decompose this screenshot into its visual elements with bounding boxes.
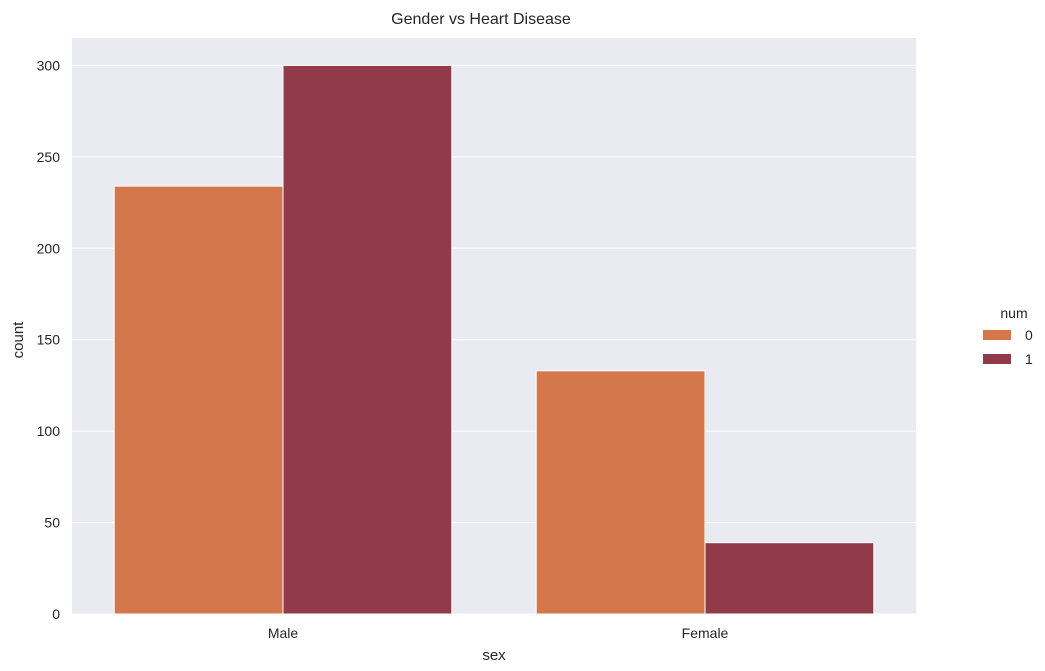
x-axis-ticks: Male Female [268,625,729,641]
x-axis-label: sex [482,647,506,664]
bars [113,64,875,615]
y-tick-label: 250 [37,149,61,165]
y-axis-ticks: 0 50 100 150 200 250 300 [37,57,61,622]
legend-label-0: 0 [1025,327,1033,343]
y-axis-label: count [10,321,27,359]
y-tick-label: 300 [37,57,61,73]
x-tick-label: Female [682,625,729,641]
legend-swatch-1 [983,354,1011,364]
legend-label-1: 1 [1025,351,1033,367]
legend-swatch-0 [983,330,1011,340]
y-tick-label: 0 [52,606,60,622]
bar-female-series-1 [704,542,875,615]
bar-male-series-0 [113,185,284,615]
y-tick-label: 200 [37,240,61,256]
y-tick-label: 150 [37,332,61,348]
bar-female-series-0 [535,370,706,615]
legend: num 0 1 [983,305,1033,367]
bar-male-series-1 [282,64,453,615]
y-tick-label: 50 [44,515,60,531]
x-tick-label: Male [268,625,299,641]
y-tick-label: 100 [37,423,61,439]
chart-title: Gender vs Heart Disease [391,11,571,28]
legend-title: num [1000,305,1027,321]
